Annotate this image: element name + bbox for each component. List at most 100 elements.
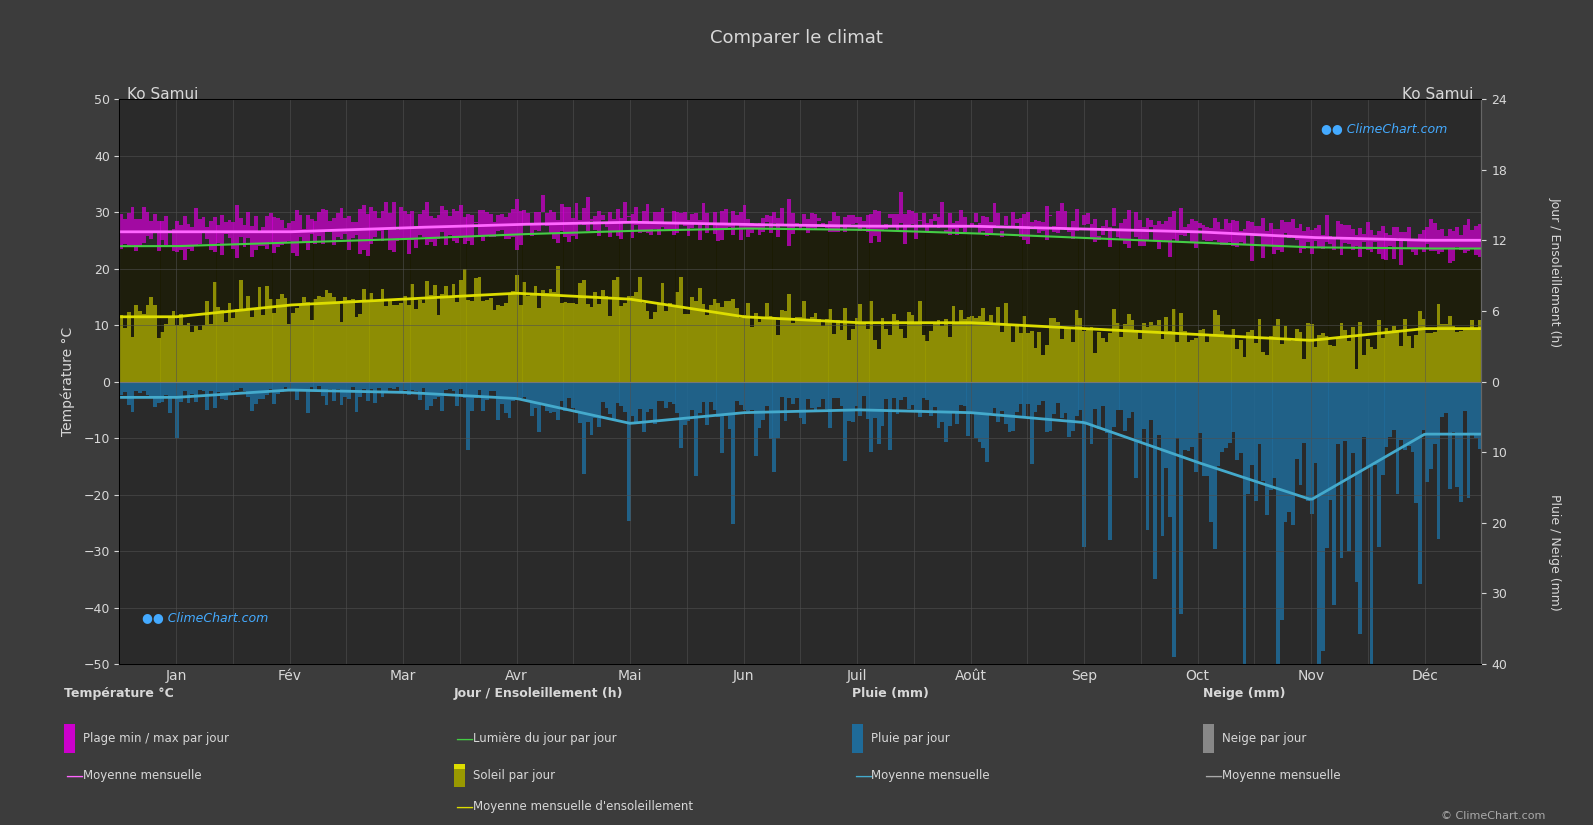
Bar: [1426, 227, 1429, 244]
Bar: [1437, 381, 1440, 540]
Bar: [1340, 381, 1343, 558]
Bar: [616, 209, 620, 236]
Bar: [1220, 229, 1223, 245]
Bar: [1325, 248, 1329, 336]
Bar: [951, 381, 956, 411]
Bar: [996, 307, 1000, 381]
Bar: [1298, 332, 1303, 381]
Bar: [194, 246, 198, 326]
Bar: [1082, 331, 1086, 381]
Bar: [1265, 381, 1270, 515]
Bar: [667, 230, 672, 303]
Bar: [1410, 238, 1415, 252]
Bar: [1053, 237, 1056, 318]
Bar: [1059, 339, 1064, 381]
Bar: [1459, 331, 1462, 381]
Bar: [475, 236, 478, 278]
Bar: [776, 381, 781, 438]
Bar: [1142, 381, 1145, 429]
Bar: [1243, 381, 1246, 664]
Bar: [889, 335, 892, 381]
Bar: [795, 224, 798, 225]
Bar: [1153, 225, 1157, 240]
Bar: [940, 233, 945, 326]
Bar: [1295, 229, 1298, 240]
Bar: [373, 300, 378, 381]
Bar: [123, 246, 127, 328]
Bar: [970, 233, 973, 316]
Bar: [1332, 238, 1337, 249]
Bar: [1392, 248, 1395, 326]
Bar: [690, 381, 695, 409]
Bar: [1474, 226, 1478, 255]
Bar: [956, 323, 959, 381]
Bar: [1418, 233, 1423, 248]
Bar: [570, 381, 575, 408]
Bar: [922, 232, 926, 335]
Bar: [1448, 248, 1451, 317]
Bar: [1437, 304, 1440, 381]
Bar: [1395, 228, 1399, 238]
Bar: [672, 306, 675, 381]
Bar: [862, 323, 867, 381]
Bar: [1053, 318, 1056, 381]
Bar: [1235, 381, 1239, 460]
Bar: [425, 238, 429, 280]
Bar: [586, 232, 589, 304]
Bar: [795, 381, 798, 398]
Bar: [542, 290, 545, 381]
Bar: [1007, 235, 1012, 325]
Bar: [717, 304, 720, 381]
Bar: [859, 230, 862, 304]
Bar: [1000, 231, 1004, 237]
Bar: [1407, 248, 1411, 336]
Bar: [1070, 381, 1075, 431]
Bar: [280, 219, 284, 245]
Bar: [1437, 248, 1440, 304]
Bar: [1456, 227, 1459, 247]
Bar: [433, 218, 436, 246]
Bar: [489, 214, 492, 237]
Bar: [156, 381, 161, 403]
Bar: [481, 210, 486, 241]
Bar: [534, 212, 537, 230]
Bar: [889, 231, 892, 335]
Bar: [728, 229, 731, 301]
Bar: [250, 226, 253, 257]
Bar: [1314, 229, 1317, 241]
Bar: [508, 234, 511, 294]
Bar: [620, 219, 623, 238]
Bar: [1418, 381, 1423, 584]
Bar: [1388, 332, 1392, 381]
Bar: [1243, 244, 1246, 356]
Bar: [190, 381, 194, 394]
Bar: [847, 215, 851, 227]
Bar: [1217, 381, 1220, 466]
Bar: [981, 216, 984, 232]
Bar: [1287, 247, 1292, 340]
Bar: [500, 306, 503, 381]
Bar: [492, 310, 497, 381]
Bar: [183, 381, 186, 391]
Bar: [634, 207, 639, 225]
Bar: [1434, 224, 1437, 251]
Bar: [276, 219, 280, 247]
Bar: [1134, 212, 1139, 237]
Bar: [712, 299, 717, 381]
Bar: [198, 381, 202, 389]
Bar: [1384, 233, 1388, 260]
Bar: [1120, 337, 1123, 381]
Bar: [1031, 236, 1034, 331]
Bar: [1376, 248, 1381, 319]
Bar: [701, 229, 706, 304]
Bar: [1131, 230, 1134, 232]
Bar: [1332, 381, 1337, 606]
Bar: [303, 229, 306, 243]
Bar: [784, 229, 787, 311]
Bar: [1429, 248, 1434, 332]
Bar: [1348, 341, 1351, 381]
Bar: [481, 381, 486, 411]
Bar: [172, 311, 175, 381]
Bar: [911, 315, 914, 381]
Bar: [1086, 328, 1090, 381]
